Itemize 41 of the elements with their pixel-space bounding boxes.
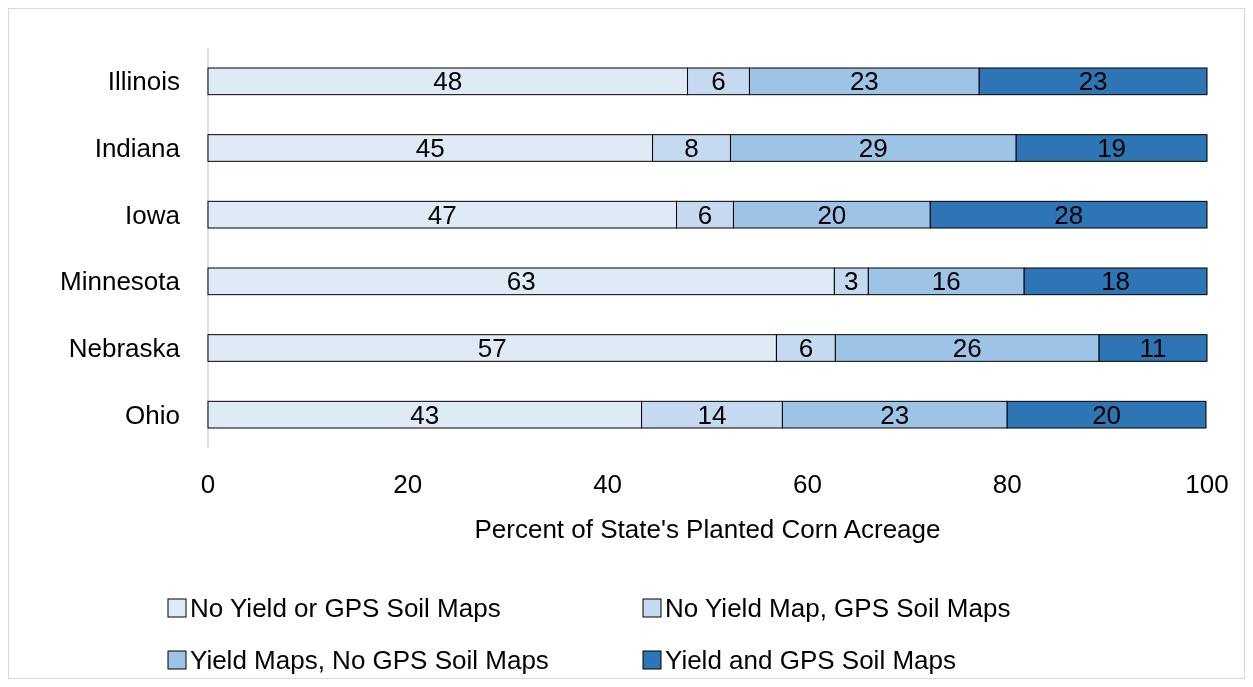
data-label: 28: [1054, 199, 1084, 230]
y-tick-label: Indiana: [94, 133, 181, 164]
data-label: 47: [427, 199, 457, 230]
data-label: 63: [506, 266, 536, 297]
data-label: 23: [880, 399, 910, 430]
data-label: 20: [817, 199, 847, 230]
x-tick-label: 0: [200, 469, 216, 499]
data-label: 48: [433, 66, 463, 97]
x-tick-label: 80: [992, 469, 1022, 499]
x-tick-label: 60: [792, 469, 822, 499]
data-label: 26: [952, 333, 982, 364]
data-label: 6: [711, 66, 726, 97]
legend-label: Yield Maps, No GPS Soil Maps: [190, 645, 549, 676]
y-tick-label: Iowa: [125, 199, 181, 230]
y-tick-label: Ohio: [125, 399, 180, 430]
y-tick-label: Minnesota: [60, 266, 181, 297]
legend-label: Yield and GPS Soil Maps: [665, 645, 956, 676]
data-label: 57: [477, 333, 507, 364]
x-axis-title: Percent of State's Planted Corn Acreage: [474, 514, 941, 544]
data-label: 20: [1092, 399, 1122, 430]
data-label: 43: [410, 399, 440, 430]
data-label: 3: [844, 266, 859, 297]
data-label: 6: [697, 199, 713, 230]
legend-label: No Yield Map, GPS Soil Maps: [665, 593, 1011, 624]
data-label: 29: [858, 133, 888, 164]
data-label: 16: [931, 266, 961, 297]
legend-label: No Yield or GPS Soil Maps: [190, 593, 501, 624]
data-label: 8: [684, 133, 699, 164]
data-label: 45: [415, 133, 445, 164]
data-label: 19: [1097, 133, 1127, 164]
x-tick-label: 40: [593, 469, 623, 499]
data-label: 23: [1078, 66, 1108, 97]
y-tick-label: Illinois: [107, 66, 180, 97]
data-label: 11: [1139, 333, 1167, 364]
data-label: 14: [697, 399, 727, 430]
x-tick-label: 20: [393, 469, 423, 499]
y-tick-label: Nebraska: [68, 333, 181, 364]
data-label: 23: [849, 66, 879, 97]
data-label: 6: [798, 333, 814, 364]
data-label: 18: [1101, 266, 1131, 297]
x-tick-label: 100: [1185, 469, 1229, 499]
